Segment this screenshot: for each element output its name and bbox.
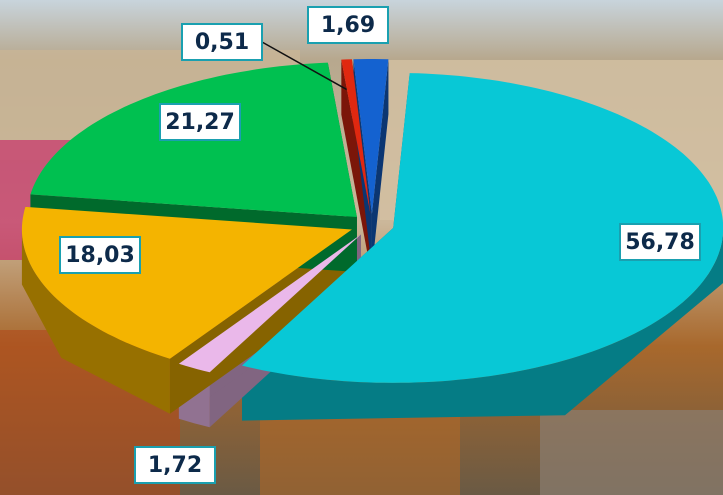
data-label: 0,51 xyxy=(195,30,249,55)
data-label: 1,72 xyxy=(148,453,202,478)
page: {"chart_data": {"type": "pie3d", "values… xyxy=(0,0,723,495)
data-label: 21,27 xyxy=(165,110,235,135)
data-label: 1,69 xyxy=(321,13,375,38)
data-label: 56,78 xyxy=(625,230,695,255)
chart: 56,78 1,72 18,03 21,27 0,51 1,69 xyxy=(0,0,723,495)
data-label: 18,03 xyxy=(65,243,135,268)
